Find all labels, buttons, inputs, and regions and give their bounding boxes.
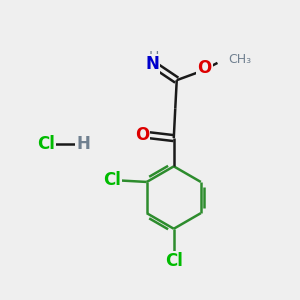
Text: O: O: [198, 59, 212, 77]
Text: H: H: [149, 50, 159, 64]
Text: N: N: [146, 56, 159, 74]
Text: O: O: [135, 125, 149, 143]
Text: Cl: Cl: [103, 171, 121, 189]
Text: H: H: [76, 135, 90, 153]
Text: Cl: Cl: [37, 135, 55, 153]
Text: Cl: Cl: [165, 253, 183, 271]
Text: CH₃: CH₃: [228, 53, 251, 66]
